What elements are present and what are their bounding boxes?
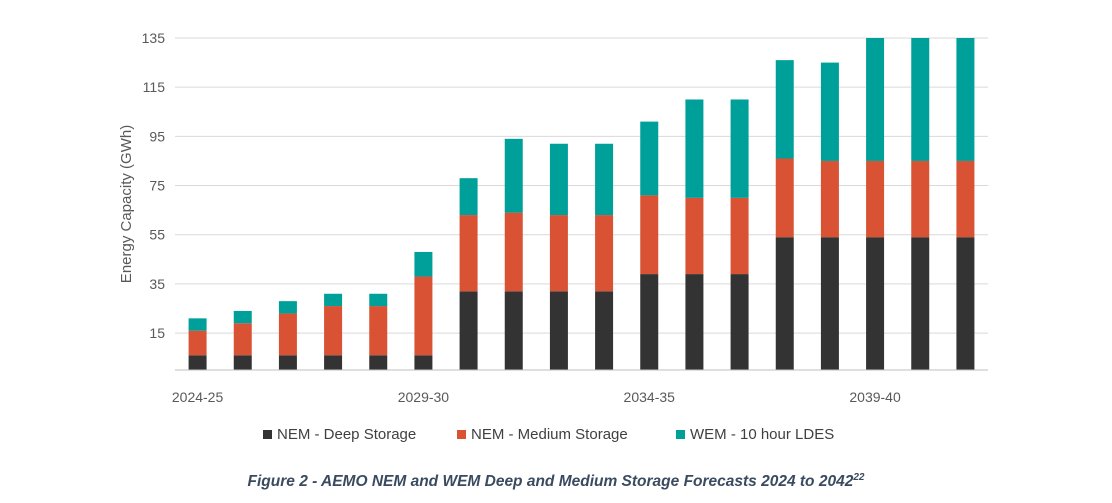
bar-wem-10-hour-ldes-2041-42 <box>956 38 975 161</box>
legend-swatch <box>263 430 272 439</box>
bar-wem-10-hour-ldes-2034-35 <box>640 121 659 196</box>
figure-caption-text: Figure 2 - AEMO NEM and WEM Deep and Med… <box>247 473 854 491</box>
bar-wem-10-hour-ldes-2040-41 <box>911 38 930 161</box>
bar-wem-10-hour-ldes-2035-36 <box>685 99 704 198</box>
bar-nem-medium-storage-2026-27 <box>278 313 297 356</box>
y-tick-labels: 15 35 55 75 95 115 135 <box>142 30 166 341</box>
figure-caption: Figure 2 - AEMO NEM and WEM Deep and Med… <box>0 472 1112 491</box>
gridlines <box>175 37 988 334</box>
bar-nem-medium-storage-2024-25 <box>188 330 207 356</box>
bar-nem-deep-storage-2032-33 <box>549 291 568 370</box>
bar-nem-deep-storage-2038-39 <box>820 237 839 370</box>
bar-nem-medium-storage-2035-36 <box>685 197 704 275</box>
bar-nem-deep-storage-2041-42 <box>956 237 975 370</box>
bar-wem-10-hour-ldes-2033-34 <box>595 143 614 216</box>
bar-nem-deep-storage-2026-27 <box>278 355 297 370</box>
bars <box>188 38 975 370</box>
bar-wem-10-hour-ldes-2029-30 <box>414 251 433 277</box>
bar-nem-deep-storage-2027-28 <box>324 355 343 370</box>
bar-wem-10-hour-ldes-2036-37 <box>730 99 749 198</box>
y-tick-label: 115 <box>143 79 166 95</box>
bar-wem-10-hour-ldes-2032-33 <box>549 143 568 216</box>
legend-label: NEM - Deep Storage <box>277 426 416 443</box>
bar-nem-medium-storage-2040-41 <box>911 160 930 238</box>
bar-nem-deep-storage-2034-35 <box>640 274 659 370</box>
bar-nem-medium-storage-2038-39 <box>820 160 839 238</box>
bar-wem-10-hour-ldes-2028-29 <box>369 293 388 307</box>
bar-wem-10-hour-ldes-2031-32 <box>504 138 523 213</box>
y-tick-label: 95 <box>149 128 165 144</box>
bar-nem-deep-storage-2030-31 <box>459 291 478 370</box>
x-tick-label: 2024-25 <box>172 389 224 405</box>
bar-nem-medium-storage-2036-37 <box>730 197 749 275</box>
y-tick-label: 55 <box>149 227 165 243</box>
bar-wem-10-hour-ldes-2030-31 <box>459 178 478 216</box>
bar-nem-deep-storage-2025-26 <box>233 355 252 370</box>
bar-nem-deep-storage-2036-37 <box>730 274 749 370</box>
bar-nem-medium-storage-2025-26 <box>233 323 252 356</box>
bar-nem-deep-storage-2031-32 <box>504 291 523 370</box>
legend: NEM - Deep Storage NEM - Medium Storage WE… <box>263 426 834 443</box>
x-tick-label: 2029-30 <box>398 389 450 405</box>
bar-nem-deep-storage-2024-25 <box>188 355 207 370</box>
bar-nem-medium-storage-2037-38 <box>775 158 794 238</box>
bar-wem-10-hour-ldes-2027-28 <box>324 293 343 307</box>
bar-nem-deep-storage-2039-40 <box>866 237 885 370</box>
bar-nem-deep-storage-2029-30 <box>414 355 433 370</box>
legend-label: WEM - 10 hour LDES <box>690 426 834 443</box>
bar-nem-deep-storage-2033-34 <box>595 291 614 370</box>
y-tick-label: 135 <box>142 30 166 46</box>
bar-wem-10-hour-ldes-2024-25 <box>188 318 207 331</box>
bar-nem-medium-storage-2041-42 <box>956 160 975 238</box>
bar-wem-10-hour-ldes-2039-40 <box>866 38 885 161</box>
figure-caption-footnote: 22 <box>853 472 865 483</box>
bar-wem-10-hour-ldes-2037-38 <box>775 60 794 159</box>
bar-nem-medium-storage-2027-28 <box>324 306 343 356</box>
y-tick-label: 35 <box>149 276 165 292</box>
bar-wem-10-hour-ldes-2026-27 <box>278 301 297 314</box>
x-tick-label: 2034-35 <box>624 389 676 405</box>
bar-nem-deep-storage-2028-29 <box>369 355 388 370</box>
bar-nem-medium-storage-2039-40 <box>866 160 885 238</box>
legend-swatch <box>676 430 685 439</box>
legend-swatch <box>457 430 466 439</box>
bar-nem-medium-storage-2033-34 <box>595 215 614 292</box>
bar-nem-medium-storage-2031-32 <box>504 212 523 292</box>
bar-nem-medium-storage-2028-29 <box>369 306 388 356</box>
x-tick-labels: 2024-25 2029-30 2034-35 2039-40 <box>172 389 901 405</box>
bar-nem-medium-storage-2034-35 <box>640 195 659 275</box>
bar-nem-deep-storage-2040-41 <box>911 237 930 370</box>
bar-nem-deep-storage-2035-36 <box>685 274 704 370</box>
y-axis-title: Energy Capacity (GWh) <box>118 125 135 283</box>
bar-nem-medium-storage-2030-31 <box>459 215 478 292</box>
bar-nem-medium-storage-2032-33 <box>549 215 568 292</box>
y-tick-label: 15 <box>149 325 165 341</box>
x-tick-label: 2039-40 <box>849 389 901 405</box>
bar-wem-10-hour-ldes-2025-26 <box>233 310 252 324</box>
bar-nem-deep-storage-2037-38 <box>775 237 794 370</box>
legend-label: NEM - Medium Storage <box>471 426 628 443</box>
bar-wem-10-hour-ldes-2038-39 <box>820 62 839 161</box>
y-tick-label: 75 <box>149 178 165 194</box>
bar-nem-medium-storage-2029-30 <box>414 276 433 356</box>
